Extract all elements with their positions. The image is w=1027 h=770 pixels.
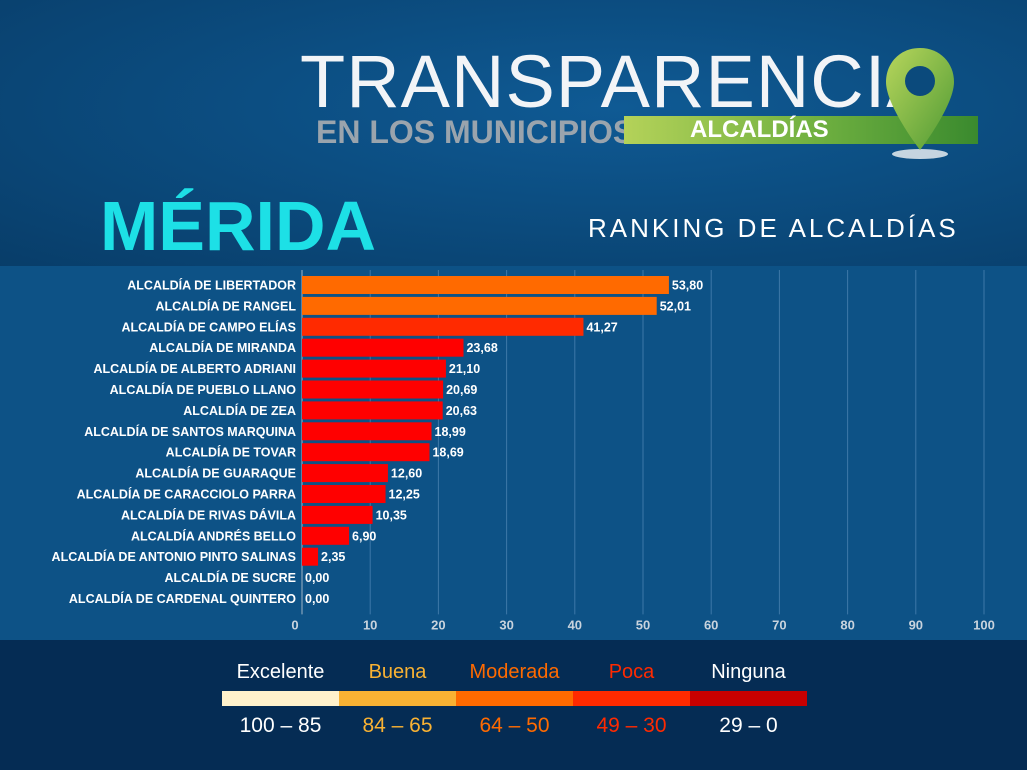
value-label: 18,69 — [432, 446, 463, 460]
category-label: ALCALDÍA DE ALBERTO ADRIANI — [93, 361, 296, 376]
legend-swatch — [339, 691, 456, 706]
bar — [302, 505, 373, 524]
value-label: 10,35 — [376, 508, 407, 522]
legend-label: Excelente — [236, 661, 325, 683]
legend-swatch — [222, 691, 339, 706]
bar — [302, 526, 350, 545]
ranking-bar-chart: 0 10 20 30 40 50 60 70 80 90 100 ALCALDÍA DE LIBERT… — [52, 270, 995, 632]
logo-title: TRANSPARENCIA — [300, 40, 937, 123]
category-label: ALCALDÍA DE SUCRE — [165, 570, 296, 585]
bar — [302, 443, 430, 462]
category-label: ALCALDÍA DE CAMPO ELÍAS — [121, 319, 296, 334]
logo-subtitle: EN LOS MUNICIPIOS — [316, 114, 635, 150]
bar — [302, 401, 443, 420]
state-title: MÉRIDA — [100, 187, 377, 265]
legend-label: Poca — [608, 661, 655, 683]
legend-label: Moderada — [469, 661, 560, 683]
legend-swatch — [573, 691, 690, 706]
x-tick-label: 50 — [636, 617, 650, 632]
bar — [302, 547, 319, 566]
category-label: ALCALDÍA DE PUEBLO LLANO — [110, 382, 297, 397]
category-label: ALCALDÍA ANDRÉS BELLO — [131, 528, 296, 543]
value-label: 20,63 — [446, 404, 477, 418]
legend-label: Ninguna — [711, 661, 786, 683]
x-tick-label: 80 — [840, 617, 854, 632]
value-label: 0,00 — [305, 592, 329, 606]
bar — [302, 485, 386, 503]
value-label: 2,35 — [321, 550, 345, 564]
value-label: 18,99 — [435, 425, 466, 439]
value-label: 52,01 — [660, 299, 691, 313]
legend-range: 49 – 30 — [596, 714, 667, 737]
x-tick-label: 0 — [291, 617, 298, 632]
category-label: ALCALDÍA DE CARACCIOLO PARRA — [77, 487, 296, 502]
category-label: ALCALDÍA DE MIRANDA — [149, 340, 296, 355]
value-label: 53,80 — [672, 279, 703, 293]
value-label: 23,68 — [466, 341, 497, 355]
category-label: ALCALDÍA DE ANTONIO PINTO SALINAS — [52, 549, 296, 564]
value-label: 20,69 — [446, 383, 477, 397]
category-label: ALCALDÍA DE RANGEL — [155, 298, 296, 313]
bar — [302, 359, 446, 378]
legend-range: 84 – 65 — [362, 714, 433, 737]
value-label: 12,25 — [389, 488, 420, 502]
x-tick-label: 60 — [704, 617, 718, 632]
legend-range: 100 – 85 — [239, 714, 322, 737]
category-label: ALCALDÍA DE TOVAR — [166, 445, 296, 460]
x-tick-label: 100 — [973, 617, 995, 632]
value-label: 6,90 — [352, 529, 376, 543]
map-pin-icon — [886, 48, 954, 159]
category-label: ALCALDÍA DE CARDENAL QUINTERO — [69, 591, 296, 606]
legend-swatch — [456, 691, 573, 706]
bar — [302, 296, 657, 315]
category-label: ALCALDÍA DE SANTOS MARQUINA — [84, 424, 296, 439]
bar — [302, 338, 464, 357]
value-label: 21,10 — [449, 362, 480, 376]
category-label: ALCALDÍA DE ZEA — [183, 403, 296, 418]
category-label: ALCALDÍA DE RIVAS DÁVILA — [121, 507, 296, 522]
legend-range: 64 – 50 — [479, 714, 550, 737]
category-label: ALCALDÍA DE GUARAQUE — [135, 466, 296, 481]
x-tick-label: 10 — [363, 617, 377, 632]
legend-range: 29 – 0 — [719, 714, 778, 737]
legend-swatch — [690, 691, 807, 706]
category-label: ALCALDÍA DE LIBERTADOR — [127, 278, 296, 293]
x-tick-label: 70 — [772, 617, 786, 632]
x-tick-label: 90 — [909, 617, 923, 632]
logo-tag: ALCALDÍAS — [690, 116, 829, 143]
bar — [302, 276, 669, 294]
bar — [302, 422, 432, 441]
bar — [302, 380, 444, 399]
value-label: 0,00 — [305, 571, 329, 585]
bar — [302, 464, 388, 483]
value-label: 12,60 — [391, 467, 422, 481]
ranking-title: RANKING DE ALCALDÍAS — [588, 213, 959, 243]
x-tick-label: 40 — [568, 617, 582, 632]
bar — [302, 317, 584, 336]
value-label: 41,27 — [586, 320, 617, 334]
legend-label: Buena — [368, 661, 427, 683]
x-tick-label: 30 — [499, 617, 513, 632]
x-tick-label: 20 — [431, 617, 445, 632]
